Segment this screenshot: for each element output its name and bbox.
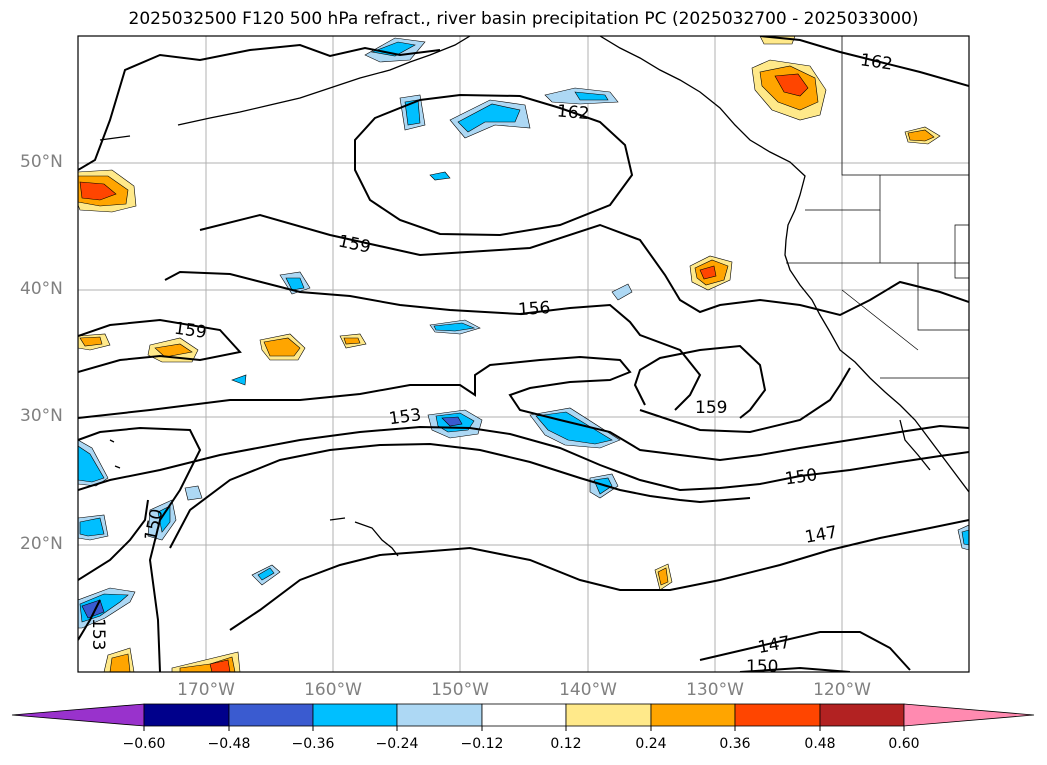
colorbar-ticks	[143, 726, 905, 731]
negative-precipitation-areas	[78, 37, 969, 629]
contour-labels: 162 162 159 159 156 153 159 150 150 147 …	[88, 50, 894, 677]
lat-label-30n: 30°N	[20, 406, 63, 426]
colorbar-tick-label: 0.48	[804, 736, 836, 752]
colorbar-tick-label: 0.36	[719, 736, 751, 752]
lat-label-40n: 40°N	[20, 279, 63, 299]
lon-label-150w: 150°W	[431, 680, 489, 700]
colorbar-tick-label: −0.12	[460, 736, 504, 752]
lat-label-20n: 20°N	[20, 534, 63, 554]
map-title: 2025032500 F120 500 hPa refract., river …	[128, 9, 919, 29]
contour-label: 147	[803, 522, 838, 547]
contour-label: 159	[173, 319, 208, 343]
colorbar-cell	[481, 703, 567, 727]
lon-label-170w: 170°W	[177, 680, 235, 700]
colorbar-cell	[903, 703, 1035, 727]
colorbar-tick-label: −0.60	[122, 736, 166, 752]
colorbar-cell	[228, 703, 314, 727]
lon-label-120w: 120°W	[813, 680, 871, 700]
colorbar-tick-label: 0.12	[550, 736, 582, 752]
colorbar	[11, 703, 1035, 731]
colorbar-tick-label: 0.60	[888, 736, 920, 752]
positive-precipitation-areas	[78, 36, 941, 672]
lat-label-50n: 50°N	[20, 152, 63, 172]
lon-label-160w: 160°W	[304, 680, 362, 700]
colorbar-tick-label: −0.24	[375, 736, 419, 752]
colorbar-cell	[143, 703, 230, 727]
contour-label: 153	[388, 405, 423, 429]
contour-label: 147	[756, 633, 791, 658]
colorbar-tick-label: −0.36	[291, 736, 335, 752]
colorbar-cell	[312, 703, 398, 727]
contour-label: 150	[784, 465, 819, 489]
colorbar-cell	[734, 703, 821, 727]
height-contours	[78, 36, 969, 672]
colorbar-cell	[819, 703, 905, 727]
map-frame	[77, 35, 970, 673]
colorbar-cell	[11, 703, 145, 727]
contour-label: 153	[88, 618, 108, 650]
colorbar-cell	[650, 703, 736, 727]
contour-label: 162	[859, 50, 894, 74]
lon-label-140w: 140°W	[559, 680, 617, 700]
contour-label: 156	[517, 298, 551, 320]
contour-label: 150	[746, 657, 778, 677]
contour-label: 159	[695, 398, 727, 418]
colorbar-cell	[565, 703, 652, 727]
colorbar-cell	[396, 703, 483, 727]
colorbar-tick-label: 0.24	[635, 736, 667, 752]
contour-label: 162	[556, 101, 590, 124]
graticule	[78, 36, 969, 672]
coastlines	[99, 36, 969, 557]
contour-label: 159	[337, 231, 373, 257]
state-borders	[786, 36, 969, 379]
colorbar-tick-label: −0.48	[207, 736, 251, 752]
lon-label-130w: 130°W	[686, 680, 744, 700]
